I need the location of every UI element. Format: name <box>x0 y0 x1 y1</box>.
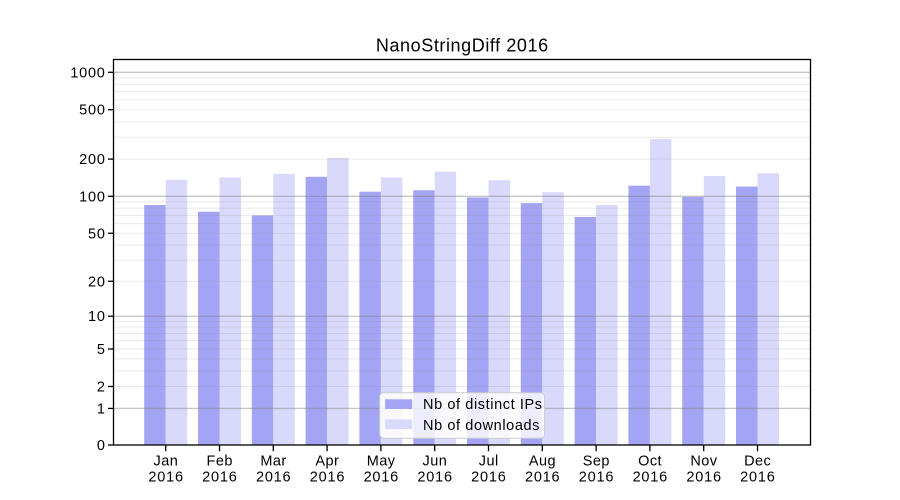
svg-text:2016: 2016 <box>148 470 183 486</box>
svg-text:2: 2 <box>97 379 106 395</box>
svg-text:NanoStringDiff 2016: NanoStringDiff 2016 <box>376 36 549 56</box>
svg-text:2016: 2016 <box>417 470 452 486</box>
svg-text:2016: 2016 <box>740 470 775 486</box>
svg-text:50: 50 <box>88 226 106 242</box>
svg-text:Jun: Jun <box>423 453 448 469</box>
svg-text:Mar: Mar <box>260 453 286 469</box>
svg-text:2016: 2016 <box>686 470 721 486</box>
svg-text:Nb of downloads: Nb of downloads <box>423 418 540 434</box>
svg-text:Jul: Jul <box>479 453 499 469</box>
svg-text:Oct: Oct <box>638 453 662 469</box>
svg-text:100: 100 <box>79 189 106 205</box>
svg-text:Nov: Nov <box>690 453 717 469</box>
svg-text:1: 1 <box>97 401 106 417</box>
svg-text:200: 200 <box>79 152 106 168</box>
svg-text:Feb: Feb <box>207 453 233 469</box>
svg-text:May: May <box>367 453 396 469</box>
svg-text:1000: 1000 <box>70 65 105 81</box>
svg-text:2016: 2016 <box>202 470 237 486</box>
svg-text:20: 20 <box>88 274 106 290</box>
svg-text:Sep: Sep <box>583 453 610 469</box>
svg-text:2016: 2016 <box>256 470 291 486</box>
svg-text:Dec: Dec <box>744 453 771 469</box>
svg-text:500: 500 <box>79 103 106 119</box>
svg-text:Aug: Aug <box>529 453 556 469</box>
svg-text:Nb of distinct IPs: Nb of distinct IPs <box>423 397 543 413</box>
svg-text:2016: 2016 <box>310 470 345 486</box>
svg-text:2016: 2016 <box>633 470 668 486</box>
svg-text:Jan: Jan <box>154 453 179 469</box>
svg-text:5: 5 <box>97 342 106 358</box>
svg-text:Apr: Apr <box>315 453 339 469</box>
svg-text:10: 10 <box>88 309 106 325</box>
svg-text:2016: 2016 <box>471 470 506 486</box>
svg-text:0: 0 <box>97 438 106 454</box>
svg-text:2016: 2016 <box>579 470 614 486</box>
svg-text:2016: 2016 <box>525 470 560 486</box>
svg-text:2016: 2016 <box>364 470 399 486</box>
